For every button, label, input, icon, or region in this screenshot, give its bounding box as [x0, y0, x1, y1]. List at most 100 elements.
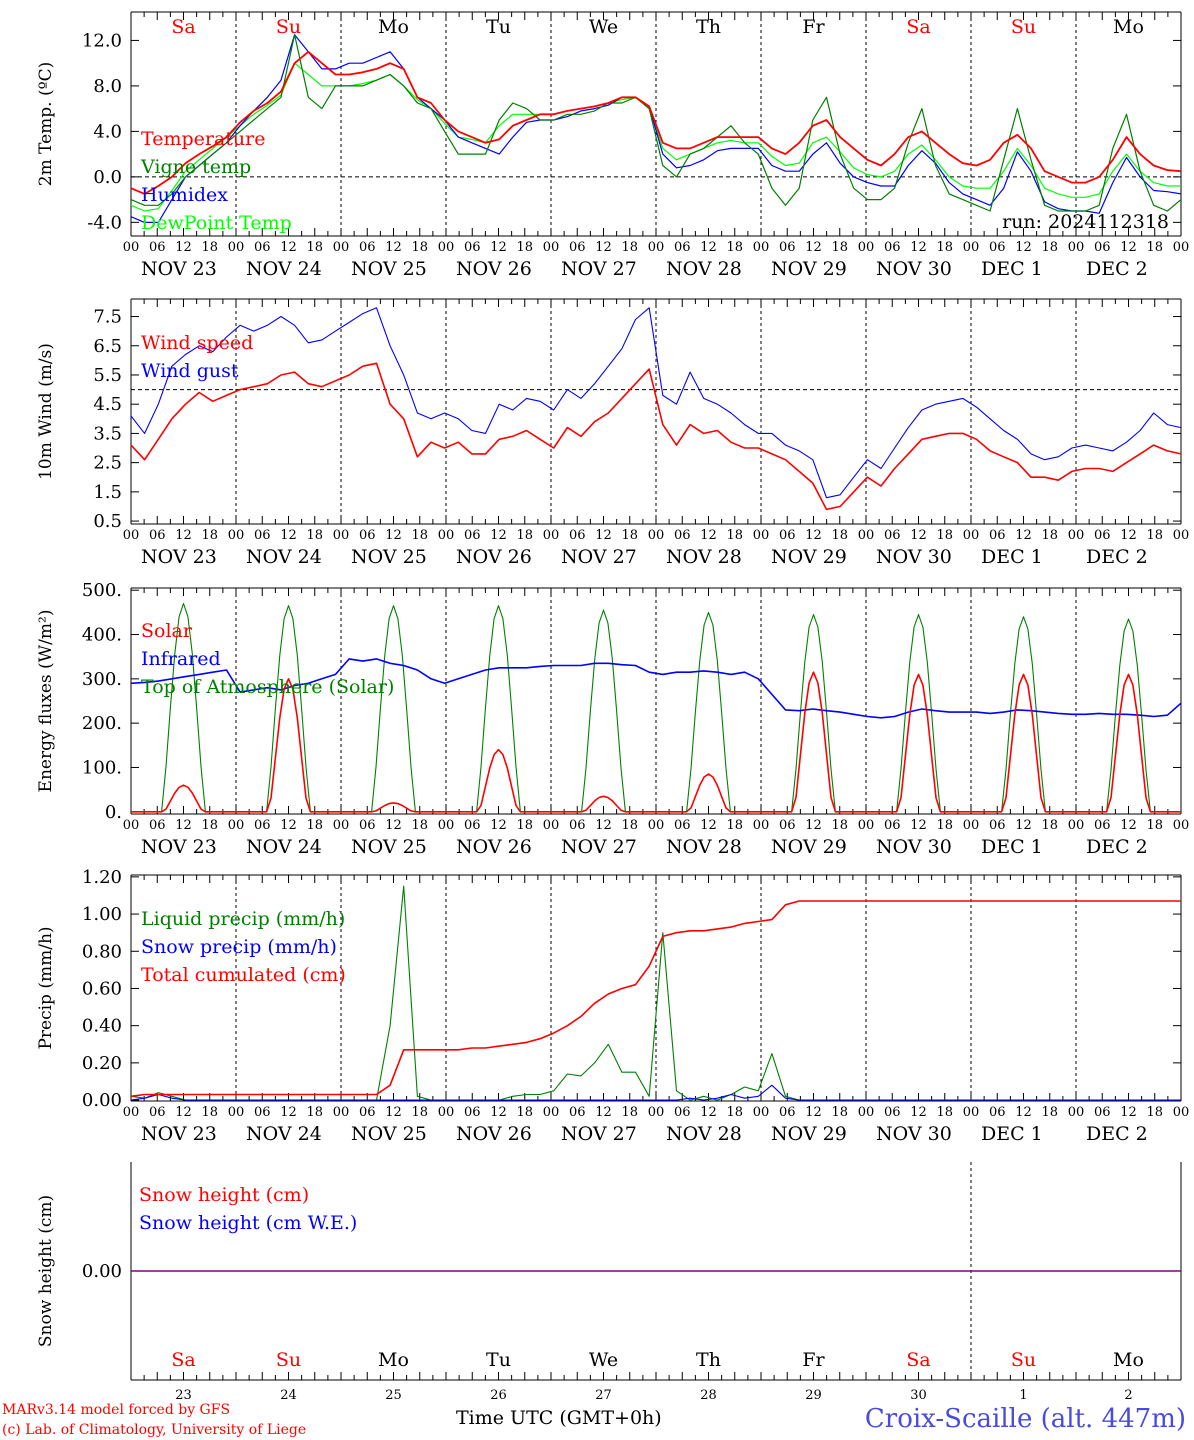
hour-tick-label: 12: [805, 240, 822, 255]
hour-tick-label: 00: [228, 528, 245, 543]
y-tick-label: 100.: [82, 757, 122, 778]
legend-total-cumulated-cm-: Total cumulated (cm): [141, 964, 346, 986]
weekday-label: Sa: [906, 1349, 930, 1371]
y-axis-label: Energy fluxes (W/m²): [36, 610, 56, 793]
date-label: NOV 26: [456, 546, 532, 568]
y-tick-label: 400.: [82, 625, 122, 646]
hour-tick-label: 00: [858, 240, 875, 255]
hour-tick-label: 06: [149, 1105, 166, 1120]
y-tick-label: 0.40: [82, 1016, 122, 1037]
hour-tick-label: 18: [726, 818, 743, 833]
hour-tick-label: 06: [884, 528, 901, 543]
hour-tick-label: 06: [779, 818, 796, 833]
weekday-label: Tu: [486, 16, 511, 38]
panel-3: 500. 400. 300. 200. 100. 0. Energy fluxes (W/m…: [36, 580, 1189, 858]
hour-tick-label: 00: [963, 528, 980, 543]
hour-tick-label: 00: [1068, 528, 1085, 543]
hour-tick-label: 18: [1146, 528, 1163, 543]
hour-tick-label: 12: [1015, 240, 1032, 255]
hour-tick-label: 18: [1146, 1105, 1163, 1120]
hour-tick-label: 00: [753, 528, 770, 543]
hour-tick-label: 06: [1094, 818, 1111, 833]
hour-tick-label: 00: [1173, 818, 1190, 833]
hour-tick-label: 12: [280, 528, 297, 543]
hour-tick-label: 12: [910, 240, 927, 255]
hour-tick-label: 00: [333, 1105, 350, 1120]
hour-tick-label: 06: [674, 528, 691, 543]
hour-tick-label: 06: [989, 528, 1006, 543]
hour-tick-label: 18: [1041, 240, 1058, 255]
hour-tick-label: 00: [648, 818, 665, 833]
hour-tick-label: 00: [753, 240, 770, 255]
hour-tick-label: 12: [1120, 1105, 1137, 1120]
hour-tick-label: 00: [963, 818, 980, 833]
y-tick-label: 0.00: [82, 1261, 122, 1282]
date-label: NOV 24: [246, 258, 322, 280]
hour-tick-label: 18: [516, 528, 533, 543]
hour-tick-label: 06: [359, 818, 376, 833]
hour-tick-label: 06: [149, 240, 166, 255]
legend-temperature: Temperature: [141, 128, 265, 150]
hour-tick-label: 12: [1015, 818, 1032, 833]
credit-line-2: (c) Lab. of Climatology, University of L…: [2, 1422, 306, 1438]
legend-wind-speed: Wind speed: [141, 332, 253, 354]
date-label: NOV 28: [666, 546, 742, 568]
y-tick-label: 200.: [82, 713, 122, 734]
y-tick-label: 500.: [82, 580, 122, 601]
hour-tick-label: 12: [805, 1105, 822, 1120]
date-label: NOV 28: [666, 1123, 742, 1145]
panel-5: 0.00 Snow height (cm) Snow height (cm) Snow…: [36, 1162, 1182, 1403]
hour-tick-label: 00: [858, 818, 875, 833]
y-tick-label: 3.5: [93, 423, 122, 444]
date-label: NOV 27: [561, 836, 637, 858]
hour-tick-label: 06: [359, 528, 376, 543]
hour-tick-label: 12: [805, 528, 822, 543]
day-number-label: 25: [385, 1388, 402, 1403]
hour-tick-label: 12: [910, 818, 927, 833]
hour-tick-label: 12: [595, 1105, 612, 1120]
y-axis-label: Snow height (cm): [36, 1195, 56, 1347]
hour-tick-label: 12: [910, 1105, 927, 1120]
hour-tick-label: 06: [254, 528, 271, 543]
hour-tick-label: 18: [516, 1105, 533, 1120]
date-label: NOV 29: [771, 258, 847, 280]
hour-tick-label: 06: [254, 1105, 271, 1120]
hour-tick-label: 06: [464, 1105, 481, 1120]
weekday-label: We: [589, 16, 618, 38]
hour-tick-label: 12: [280, 1105, 297, 1120]
hour-tick-label: 00: [333, 528, 350, 543]
hour-tick-label: 12: [910, 528, 927, 543]
hour-tick-label: 00: [858, 1105, 875, 1120]
hour-tick-label: 00: [1068, 1105, 1085, 1120]
hour-tick-label: 12: [490, 818, 507, 833]
hour-tick-label: 00: [1068, 818, 1085, 833]
hour-tick-label: 18: [831, 818, 848, 833]
hour-tick-label: 18: [411, 1105, 428, 1120]
hour-tick-label: 12: [700, 528, 717, 543]
y-tick-label: 4.0: [93, 121, 122, 142]
hour-tick-label: 00: [963, 240, 980, 255]
y-axis-label: Precip (mm/h): [36, 926, 56, 1049]
hour-tick-label: 06: [569, 1105, 586, 1120]
date-label: NOV 28: [666, 258, 742, 280]
hour-tick-label: 00: [123, 818, 140, 833]
hour-tick-label: 00: [543, 1105, 560, 1120]
date-label: NOV 27: [561, 258, 637, 280]
hour-tick-label: 18: [306, 1105, 323, 1120]
hour-tick-label: 18: [726, 240, 743, 255]
hour-tick-label: 00: [438, 1105, 455, 1120]
panel-1: 12.0 8.0 4.0 0.0 -4.0 2m Temp. (ºC) Sa Su Mo Tu We…: [36, 11, 1189, 280]
hour-tick-label: 06: [989, 818, 1006, 833]
y-tick-label: 0.80: [82, 941, 122, 962]
hour-tick-label: 18: [1146, 818, 1163, 833]
hour-tick-label: 00: [438, 240, 455, 255]
hour-tick-label: 12: [595, 240, 612, 255]
weekday-label: Su: [276, 16, 301, 38]
legend-snow-height-cm-: Snow height (cm): [139, 1184, 309, 1206]
date-label: DEC 2: [1086, 1123, 1148, 1145]
hour-tick-label: 06: [779, 528, 796, 543]
y-tick-label: 1.20: [82, 867, 122, 888]
hour-tick-label: 06: [1094, 528, 1111, 543]
hour-tick-label: 18: [726, 528, 743, 543]
hour-tick-label: 12: [1120, 240, 1137, 255]
